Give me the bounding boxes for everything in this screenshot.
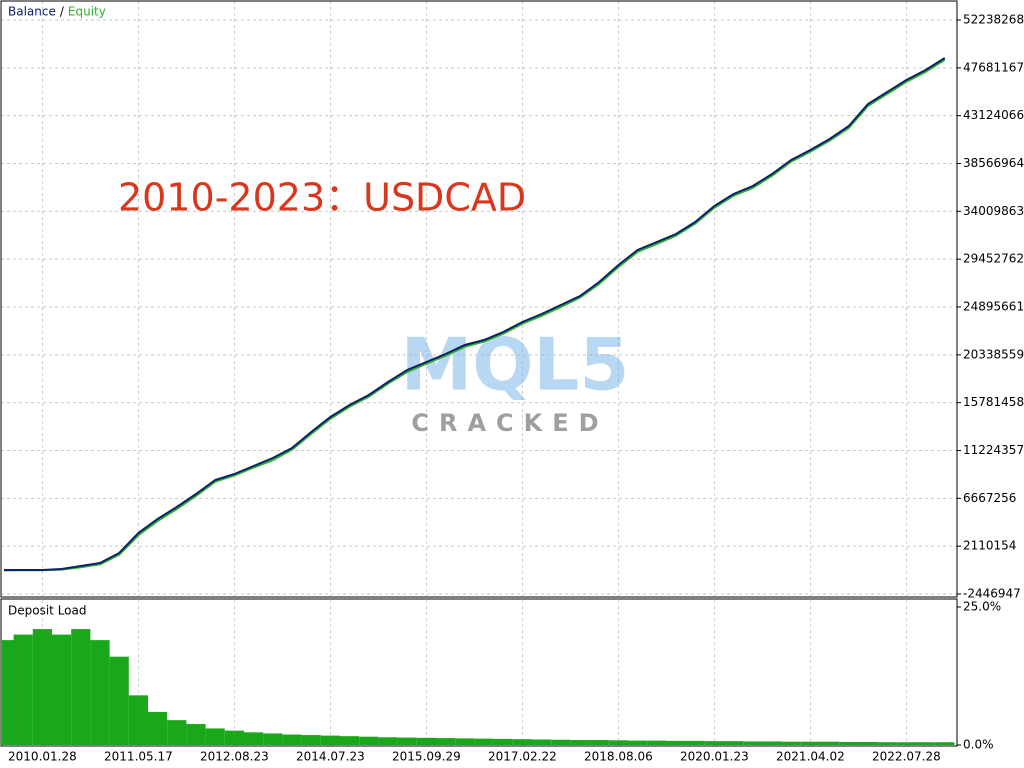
y-tick-label: 52238268	[963, 13, 1024, 27]
load-panel-frame	[0, 598, 958, 747]
bar	[359, 736, 379, 745]
watermark: MQL5	[401, 323, 630, 407]
series-line	[4, 57, 946, 572]
bar	[935, 742, 955, 745]
bar	[205, 728, 225, 745]
bar	[724, 741, 744, 745]
bar	[320, 735, 340, 745]
y-tick-label: 11224357	[963, 443, 1024, 457]
bar	[71, 629, 91, 745]
annotation: 2010-2023：USDCAD	[118, 176, 526, 220]
bar	[340, 736, 360, 745]
bar	[896, 742, 916, 745]
panel-title: Deposit Load	[8, 604, 86, 618]
bar	[148, 711, 168, 745]
y-tick-label: 43124066	[963, 108, 1024, 122]
bar	[570, 740, 590, 745]
bar	[13, 634, 33, 745]
y-tick-label: 2110154	[963, 539, 1016, 553]
bar	[263, 733, 283, 745]
bar	[916, 742, 936, 745]
bar	[743, 741, 763, 745]
bar	[800, 741, 820, 745]
x-tick-label: 2018.08.06	[584, 750, 653, 764]
bar	[781, 741, 801, 745]
y-tick-label: 25.0%	[963, 600, 1001, 614]
y-tick-label: 38566964	[963, 156, 1024, 170]
bar	[301, 735, 321, 745]
x-tick-label: 2022.07.28	[872, 750, 941, 764]
bar	[474, 738, 494, 745]
bar	[666, 740, 686, 745]
legend-entry: Balance	[8, 5, 56, 19]
main-panel-frame	[0, 0, 958, 598]
y-tick-label: 29452762	[963, 252, 1024, 266]
bar	[493, 738, 513, 745]
y-tick-label: 20338559	[963, 347, 1024, 361]
legend-entry: Equity	[68, 5, 106, 19]
bar	[685, 740, 705, 745]
x-tick-label: 2010.01.28	[8, 750, 77, 764]
x-tick-label: 2017.02.22	[488, 750, 557, 764]
y-tick-label: 15781458	[963, 395, 1024, 409]
x-tick-label: 2014.07.23	[296, 750, 365, 764]
bar	[512, 739, 532, 745]
x-tick-label: 2021.04.02	[776, 750, 845, 764]
bar	[90, 640, 110, 745]
bar	[608, 740, 628, 745]
x-tick-label: 2012.08.23	[200, 750, 269, 764]
bar	[877, 742, 897, 745]
bar	[378, 737, 398, 745]
bar	[128, 695, 148, 745]
bar	[167, 720, 187, 745]
bar	[839, 741, 859, 745]
bar	[820, 741, 840, 745]
bar	[704, 741, 724, 745]
bar	[186, 724, 206, 745]
y-tick-label: 24895661	[963, 300, 1024, 314]
y-tick-label: 6667256	[963, 491, 1016, 505]
bar	[436, 738, 456, 745]
bar	[858, 741, 878, 745]
bar	[282, 734, 302, 745]
y-tick-label: -2446947	[963, 586, 1021, 600]
bar	[647, 740, 667, 745]
y-tick-label: 47681167	[963, 60, 1024, 74]
x-tick-label: 2020.01.23	[680, 750, 749, 764]
bar	[455, 738, 475, 745]
bar	[628, 740, 648, 745]
x-tick-label: 2011.05.17	[104, 750, 173, 764]
bar	[224, 730, 244, 745]
bar	[109, 656, 129, 745]
bar	[32, 629, 52, 745]
y-tick-label: 34009863	[963, 204, 1024, 218]
series-line	[3, 58, 946, 572]
bar	[551, 739, 571, 745]
legend-separator: /	[60, 5, 65, 19]
bar	[762, 741, 782, 745]
bar	[532, 739, 552, 745]
bar	[416, 737, 436, 745]
bar	[52, 634, 72, 745]
bar	[397, 737, 417, 745]
x-tick-label: 2015.09.29	[392, 750, 461, 764]
y-tick-label: 0.0%	[963, 738, 994, 752]
watermark-sub: CRACKED	[411, 409, 608, 437]
bar	[589, 740, 609, 745]
bar	[244, 732, 264, 745]
